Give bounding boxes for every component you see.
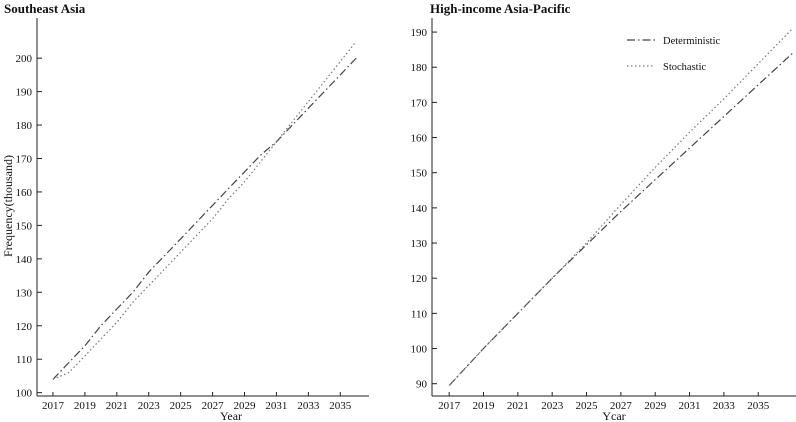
x-tick-label: 2019 (74, 400, 97, 412)
x-axis-label: Year (220, 409, 242, 422)
y-tick-label: 160 (16, 187, 33, 199)
x-tick-label: 2017 (42, 400, 65, 412)
x-tick-label: 2021 (106, 400, 128, 412)
chart-high-income-asia-pacific: High-income Asia-Pacific Ycar 90 100 110 12… (411, 1, 796, 422)
y-tick-label: 170 (16, 153, 33, 165)
y-tick-label: 130 (411, 238, 428, 250)
y-tick-label: 130 (16, 287, 33, 299)
y-tick-label: 160 (411, 133, 428, 145)
y-tick-label: 100 (16, 388, 33, 400)
legend-label: Deterministic (663, 36, 720, 47)
y-tick-label: 110 (411, 308, 428, 320)
chart-title: High-income Asia-Pacific (430, 1, 571, 16)
x-tick-label: 2031 (679, 400, 701, 412)
chart-southeast-asia: Southeast Asia Year Frequency(thousand) … (1, 1, 369, 422)
y-tick-label: 110 (16, 354, 33, 366)
x-tick-label: 2027 (202, 400, 225, 412)
y-axis-label: Frequency(thousand) (1, 155, 15, 257)
y-tick-label: 120 (411, 273, 428, 285)
series-line-0 (52, 57, 357, 380)
series-line-deterministic (448, 52, 794, 386)
y-tick-label: 190 (16, 87, 33, 99)
x-tick-label: 2023 (541, 400, 564, 412)
x-tick-label: 2029 (234, 400, 257, 412)
y-tick-label: 90 (416, 379, 428, 391)
legend-label: Stochastic (663, 62, 706, 73)
x-tick-label: 2025 (170, 400, 193, 412)
series-line-1 (52, 41, 357, 380)
x-tick-label: 2023 (138, 400, 161, 412)
y-tick-label: 140 (16, 254, 33, 266)
x-tick-label: 2035 (747, 400, 770, 412)
x-tick-label: 2027 (610, 400, 633, 412)
x-tick-label: 2029 (644, 400, 667, 412)
y-tick-label: 170 (411, 97, 428, 109)
y-tick-label: 120 (16, 321, 33, 333)
x-tick-label: 2031 (265, 400, 287, 412)
y-tick-label: 100 (411, 344, 428, 356)
y-tick-label: 200 (16, 53, 33, 65)
y-tick-label: 150 (16, 220, 33, 232)
x-tick-label: 2019 (473, 400, 496, 412)
x-tick-label: 2017 (438, 400, 461, 412)
x-axis-label: Ycar (602, 409, 625, 422)
y-tick-label: 180 (16, 120, 33, 132)
y-tick-label: 140 (411, 203, 428, 215)
x-tick-label: 2021 (507, 400, 529, 412)
y-tick-label: 190 (411, 27, 428, 39)
chart-title: Southeast Asia (4, 1, 86, 16)
y-tick-label: 180 (411, 62, 428, 74)
series-line-stochastic (448, 28, 794, 386)
x-tick-label: 2033 (297, 400, 320, 412)
x-tick-label: 2035 (329, 400, 352, 412)
x-tick-label: 2025 (576, 400, 599, 412)
x-tick-label: 2033 (713, 400, 736, 412)
y-tick-label: 150 (411, 168, 428, 180)
